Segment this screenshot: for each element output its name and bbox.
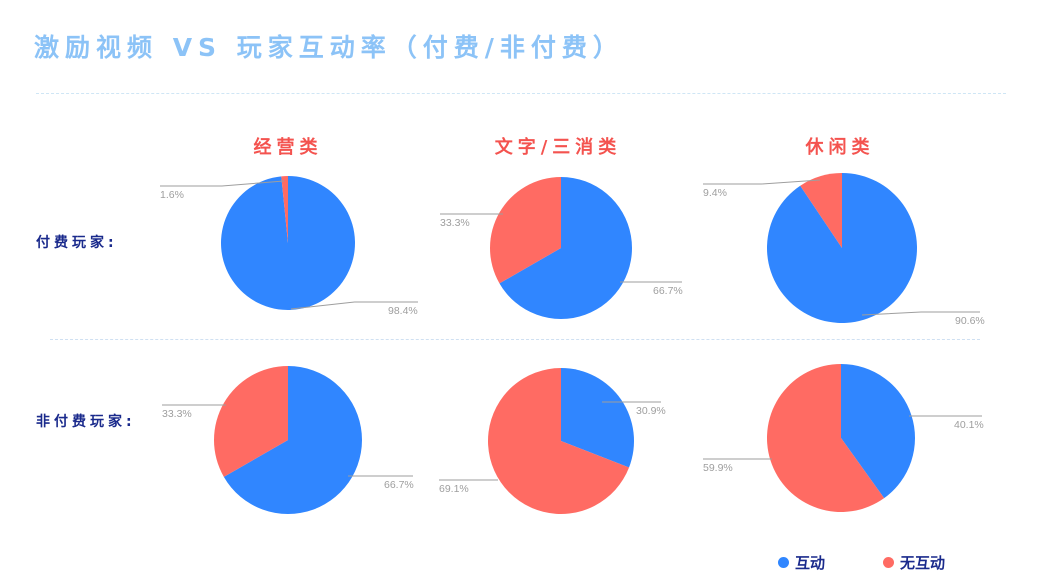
page-title: 激励视频 VS 玩家互动率（付费/非付费） [34, 33, 624, 62]
percent-label: 59.9% [703, 462, 733, 474]
percent-label: 69.1% [439, 483, 469, 495]
pie-slice-no-interact [281, 176, 288, 243]
legend-item-interact: 互动 [778, 552, 825, 573]
pie-slice-interact [561, 368, 634, 468]
percent-label: 1.6% [160, 189, 184, 201]
percent-label: 33.3% [162, 408, 192, 420]
leader-line [290, 301, 418, 310]
row-label-paying: 付费玩家: [36, 235, 118, 251]
percent-label: 40.1% [954, 419, 984, 431]
legend-label: 互动 [795, 554, 826, 572]
column-title-management: 经营类 [253, 137, 323, 158]
leader-line [861, 311, 980, 316]
legend-label: 无互动 [900, 554, 946, 572]
percent-label: 33.3% [440, 217, 470, 229]
pie-slice-no-interact [800, 173, 842, 248]
pie-slice-no-interact [766, 363, 885, 512]
pie-slice-no-interact [214, 366, 288, 477]
pie-slice-no-interact [488, 368, 630, 515]
percent-label: 90.6% [955, 315, 985, 327]
percent-label: 66.7% [653, 285, 683, 297]
pie-slice-interact [223, 366, 363, 515]
divider-top [36, 93, 1006, 94]
legend-dot-red-icon [883, 557, 894, 568]
percent-label: 66.7% [384, 479, 414, 491]
pie-slice-interact [841, 364, 915, 499]
percent-label: 98.4% [388, 305, 418, 317]
column-title-casual: 休闲类 [805, 137, 875, 158]
leader-line [160, 180, 285, 187]
pie-slice-interact [499, 177, 632, 319]
legend-item-no-interact: 无互动 [883, 552, 945, 573]
legend-dot-blue-icon [778, 557, 789, 568]
pie-slice-no-interact [489, 176, 561, 284]
column-title-word-match3: 文字/三消类 [494, 137, 622, 158]
leader-line [703, 179, 821, 185]
percent-label: 30.9% [636, 405, 666, 417]
divider-middle [50, 339, 980, 340]
percent-label: 9.4% [703, 187, 727, 199]
row-label-nonpaying: 非付费玩家: [36, 414, 136, 430]
